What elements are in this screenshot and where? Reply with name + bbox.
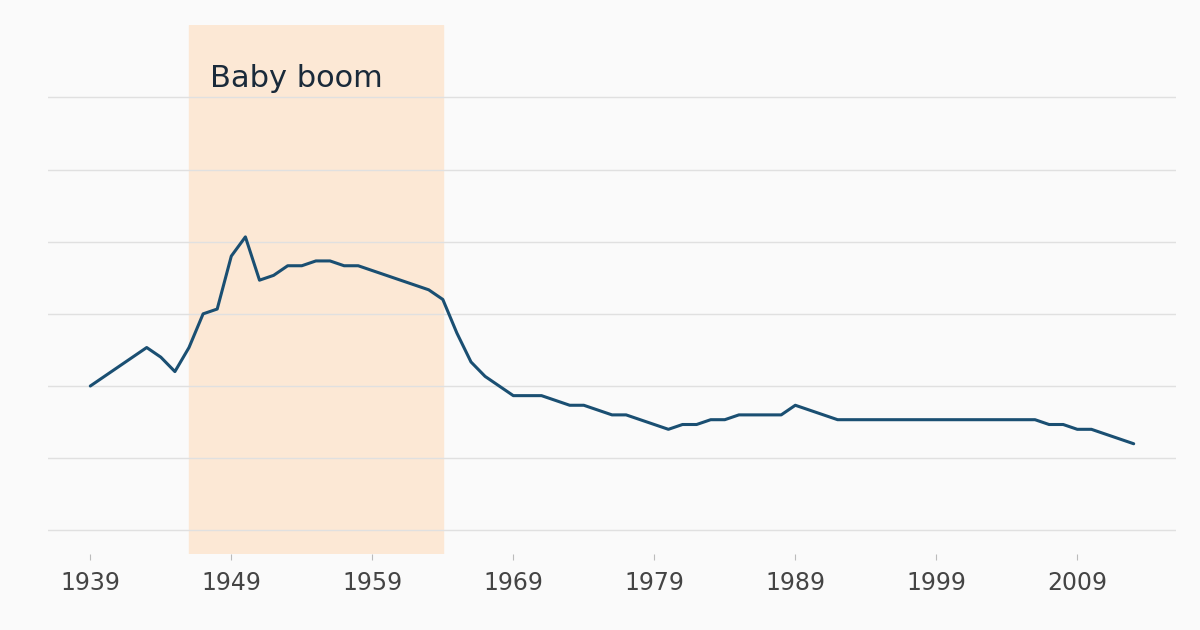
Bar [190, 25, 443, 554]
Text: Baby boom: Baby boom [210, 64, 383, 93]
